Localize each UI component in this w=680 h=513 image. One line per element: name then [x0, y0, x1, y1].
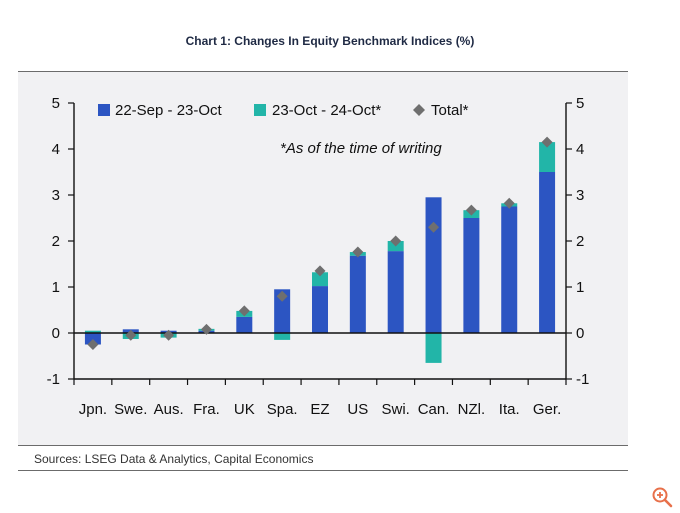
bottom-divider [18, 445, 628, 446]
y-tick-label-right: 4 [576, 141, 584, 158]
bar-series2 [84, 330, 101, 333]
bar-series1 [349, 255, 366, 333]
legend-swatch-series2 [254, 104, 266, 116]
legend-swatch-total [413, 104, 425, 116]
bar-series2 [312, 272, 328, 287]
y-tick-label-left: 4 [52, 141, 60, 158]
total-marker [163, 329, 175, 341]
x-tick-label: NZl. [458, 401, 486, 418]
bar-series1 [501, 206, 518, 333]
chart-title: Chart 1: Changes In Equity Benchmark Ind… [185, 34, 475, 48]
bar-series1 [539, 172, 556, 333]
x-tick-label: Aus. [154, 401, 184, 418]
total-marker [503, 197, 515, 209]
x-tick-label: Spa. [267, 401, 298, 418]
legend-label-total: Total* [431, 102, 469, 119]
x-tick-label: Ita. [499, 401, 520, 418]
y-tick-label-right: 0 [576, 325, 584, 342]
bar-series1 [84, 333, 101, 345]
bar-series2 [425, 333, 442, 363]
x-tick-label: Swe. [114, 401, 147, 418]
x-tick-label: Jpn. [79, 401, 107, 418]
total-marker [314, 265, 326, 277]
total-marker [200, 323, 212, 335]
total-marker [465, 204, 477, 216]
y-tick-label-left: 2 [52, 233, 60, 250]
y-tick-label-right: 2 [576, 233, 584, 250]
sources-note: Sources: LSEG Data & Analytics, Capital … [34, 452, 314, 466]
legend-label-series2: 23-Oct - 24-Oct* [272, 102, 381, 119]
legend-swatch-series1 [98, 104, 110, 116]
x-tick-label: Swi. [382, 401, 410, 418]
bar-series1 [236, 316, 253, 333]
total-marker [428, 221, 440, 233]
top-divider [18, 71, 628, 72]
x-tick-label: Can. [418, 401, 450, 418]
y-tick-label-right: 1 [576, 279, 584, 296]
bar-series1 [463, 218, 480, 333]
y-tick-label-left: 3 [52, 187, 60, 204]
bar-series1 [425, 197, 442, 333]
total-marker [87, 339, 99, 350]
y-tick-label-right: 3 [576, 187, 584, 204]
chart-annotation: *As of the time of writing [280, 140, 442, 157]
total-marker [125, 329, 137, 341]
x-tick-label: Fra. [193, 401, 220, 418]
total-marker [352, 246, 364, 258]
y-tick-label-left: 0 [52, 325, 60, 342]
x-tick-label: UK [234, 401, 255, 418]
y-tick-label-right: -1 [576, 371, 589, 388]
bar-series1 [387, 251, 404, 333]
total-marker [238, 305, 250, 317]
zoom-in-icon[interactable] [651, 486, 673, 508]
y-tick-label-left: 5 [52, 95, 60, 112]
bar-series1 [312, 286, 328, 333]
bar-series2 [539, 142, 556, 172]
legend-label-series1: 22-Sep - 23-Oct [115, 102, 223, 119]
x-tick-label: US [347, 401, 368, 418]
y-tick-label-right: 5 [576, 95, 584, 112]
footer-divider [18, 470, 628, 471]
chart-background [18, 72, 628, 445]
bar-series1 [274, 289, 291, 333]
total-marker [276, 290, 288, 302]
x-tick-label: EZ [310, 401, 329, 418]
bar-series2 [274, 333, 291, 340]
total-marker [541, 136, 553, 148]
x-tick-label: Ger. [533, 401, 561, 418]
total-marker [390, 235, 402, 247]
y-tick-label-left: -1 [47, 371, 60, 388]
y-tick-label-left: 1 [52, 279, 60, 296]
